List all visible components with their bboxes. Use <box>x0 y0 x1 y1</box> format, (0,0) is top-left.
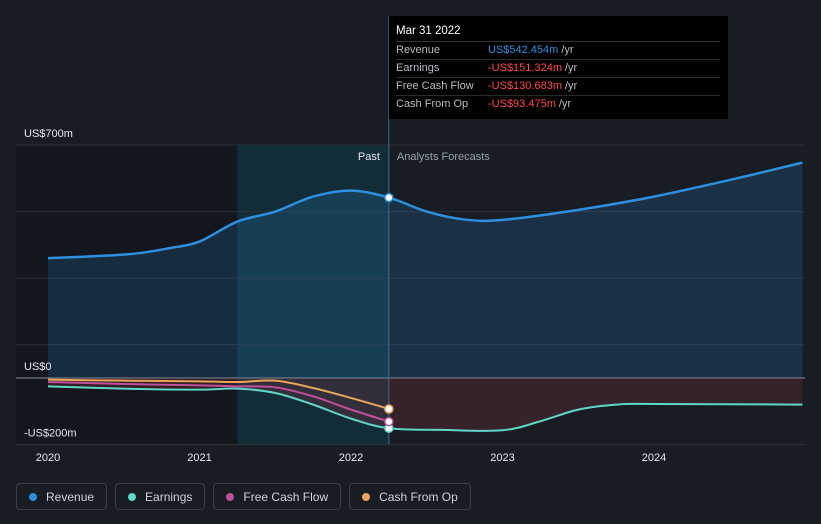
tooltip-date: Mar 31 2022 <box>396 23 720 42</box>
y-tick-label: US$0 <box>24 361 52 373</box>
legend-item-cash-from-op[interactable]: Cash From Op <box>349 483 471 510</box>
marker-free-cash-flow <box>384 416 394 427</box>
x-tick-label: 2021 <box>187 452 211 464</box>
legend-item-free-cash-flow[interactable]: Free Cash Flow <box>213 483 342 510</box>
legend-label: Free Cash Flow <box>243 489 329 504</box>
tooltip-label: Free Cash Flow <box>396 80 474 92</box>
tooltip-value: US$542.454m <box>488 44 559 56</box>
tooltip-row-free-cash-flow: Free Cash Flow -US$130.683m /yr <box>396 78 720 96</box>
legend-item-earnings[interactable]: Earnings <box>115 483 206 510</box>
tooltip-value: -US$130.683m <box>488 80 562 92</box>
tooltip-unit: /yr <box>561 44 574 56</box>
tooltip-value: -US$93.475m <box>488 98 556 110</box>
forecast-label: Analysts Forecasts <box>397 151 490 163</box>
tooltip-label: Earnings <box>396 62 440 74</box>
series-line-revenue <box>47 161 803 260</box>
legend-label: Cash From Op <box>379 489 458 504</box>
marker-cash-from-op <box>384 404 394 414</box>
marker-revenue <box>384 192 394 203</box>
x-tick-label: 2023 <box>490 452 514 464</box>
series-line-free-cash-flow <box>47 380 390 423</box>
tooltip-label: Cash From Op <box>396 98 469 110</box>
tooltip-row-revenue: Revenue US$542.454m /yr <box>396 42 720 60</box>
legend-dot-icon <box>362 492 371 501</box>
tooltip: Mar 31 2022 Revenue US$542.454m /yr Earn… <box>389 16 728 119</box>
x-tick-label: 2020 <box>36 452 60 464</box>
legend-label: Earnings <box>145 489 193 504</box>
y-tick-label: -US$200m <box>24 428 77 440</box>
past-label: Past <box>358 151 380 163</box>
highlight-region <box>237 145 389 444</box>
x-tick-label: 2024 <box>642 452 666 464</box>
legend-item-revenue[interactable]: Revenue <box>16 483 108 510</box>
legend-label: Revenue <box>46 489 95 504</box>
legend: Revenue Earnings Free Cash Flow Cash Fro… <box>16 483 471 510</box>
earnings-area <box>48 378 803 431</box>
tooltip-label: Revenue <box>396 44 441 56</box>
y-tick-label: US$700m <box>24 128 73 140</box>
revenue-area <box>48 162 803 378</box>
tooltip-row-earnings: Earnings -US$151.324m /yr <box>396 60 720 78</box>
tooltip-unit: /yr <box>558 98 572 110</box>
legend-dot-icon <box>29 492 37 501</box>
tooltip-unit: /yr <box>565 62 578 74</box>
tooltip-row-cash-from-op: Cash From Op -US$93.475m /yr <box>396 96 720 113</box>
x-tick-label: 2022 <box>339 452 363 464</box>
legend-dot-icon <box>226 492 235 501</box>
legend-dot-icon <box>128 492 137 501</box>
tooltip-unit: /yr <box>565 80 578 92</box>
tooltip-value: -US$151.324m <box>488 62 562 74</box>
series-line-cash-from-op <box>47 378 390 410</box>
